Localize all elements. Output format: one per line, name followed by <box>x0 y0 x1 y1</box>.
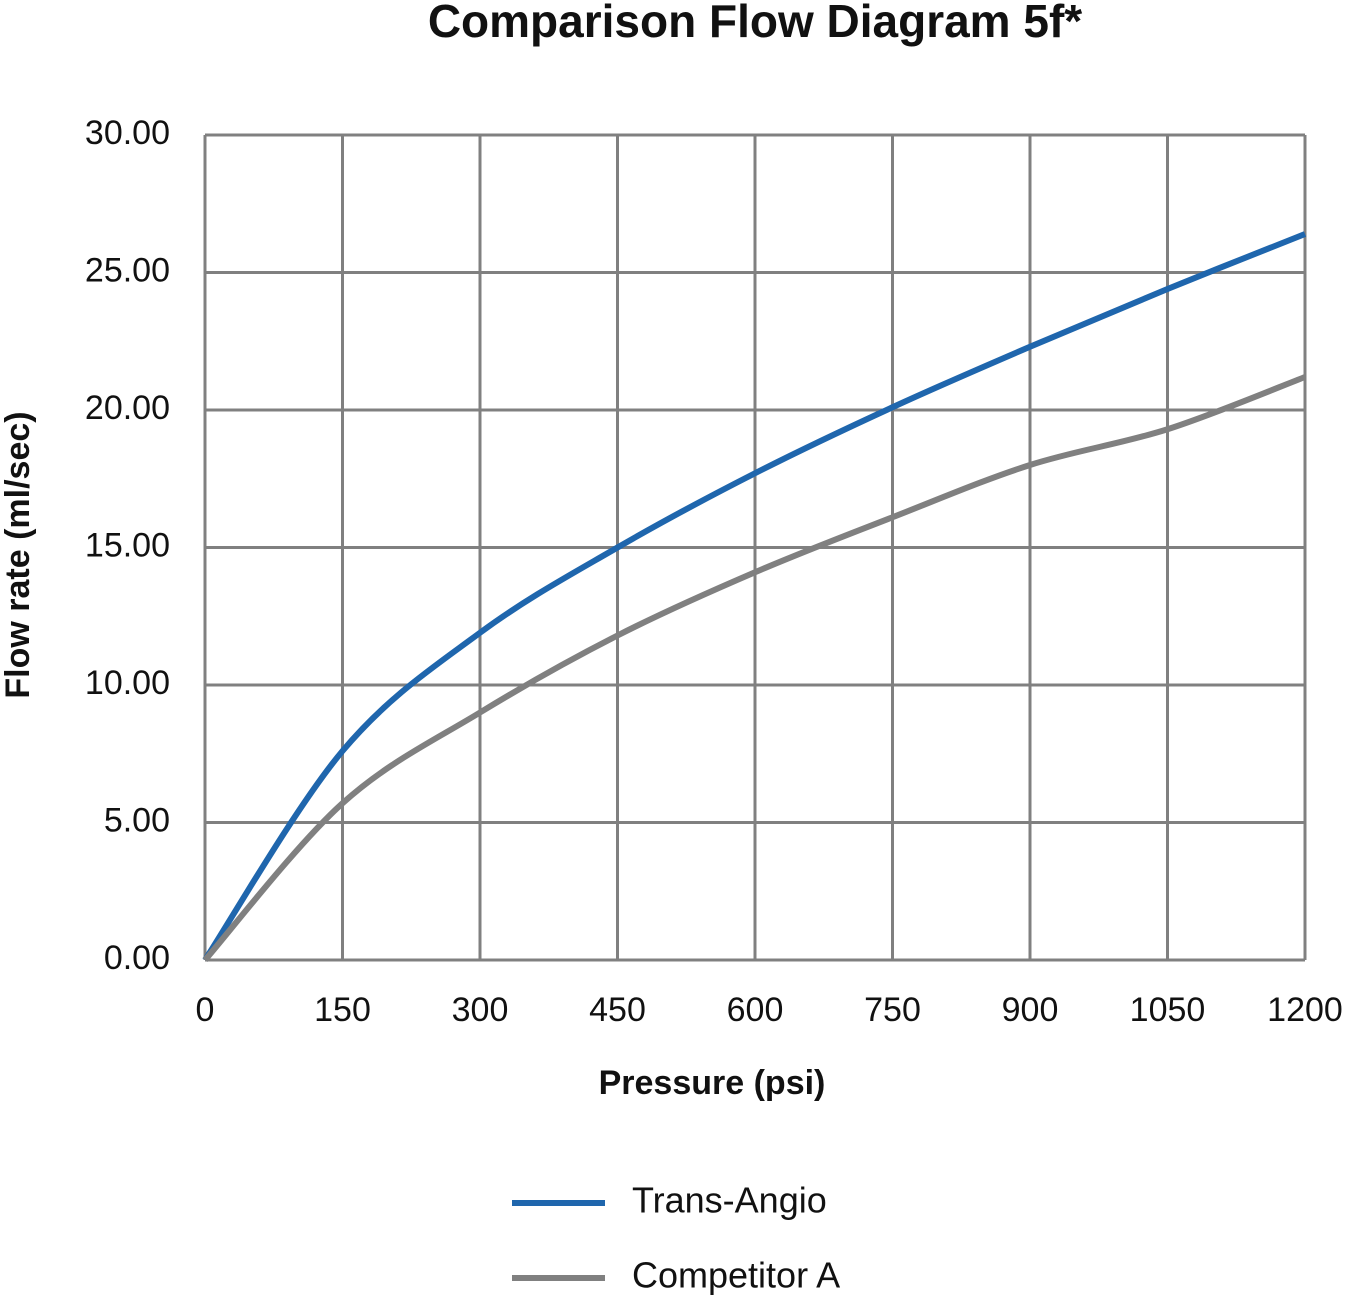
y-tick-label: 20.00 <box>85 389 170 427</box>
y-tick-label: 30.00 <box>85 114 170 152</box>
x-tick-label: 0 <box>196 991 215 1029</box>
y-tick-label: 10.00 <box>85 664 170 702</box>
y-tick-label: 0.00 <box>104 939 170 977</box>
x-tick-label: 1200 <box>1267 991 1343 1029</box>
y-tick-label: 15.00 <box>85 526 170 564</box>
x-tick-label: 450 <box>589 991 646 1029</box>
x-tick-label: 750 <box>864 991 921 1029</box>
x-tick-label: 900 <box>1002 991 1059 1029</box>
y-tick-label: 5.00 <box>104 801 170 839</box>
data-line <box>202 374 1307 962</box>
legend-label: Competitor A <box>632 1255 840 1296</box>
legend-label: Trans-Angio <box>632 1180 827 1221</box>
x-tick-label: 150 <box>314 991 371 1029</box>
x-tick-label: 600 <box>727 991 784 1029</box>
y-tick-label: 25.00 <box>85 251 170 289</box>
data-line <box>202 231 1307 962</box>
x-tick-label: 1050 <box>1130 991 1206 1029</box>
x-tick-label: 300 <box>452 991 509 1029</box>
y-axis-label: Flow rate (ml/sec) <box>0 411 37 698</box>
chart-title: Comparison Flow Diagram 5f* <box>428 0 1082 47</box>
x-axis-label: Pressure (psi) <box>599 1064 826 1102</box>
